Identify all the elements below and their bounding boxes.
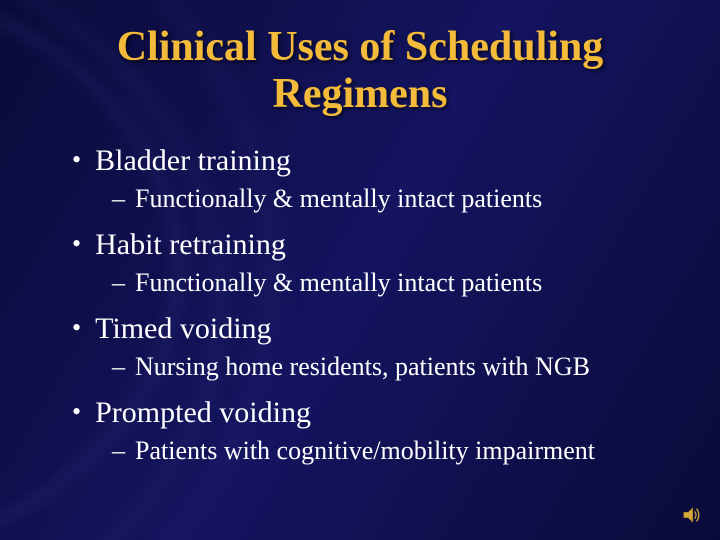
- bullet-level2: – Functionally & mentally intact patient…: [112, 268, 670, 298]
- bullet-level1: • Bladder training: [72, 144, 670, 178]
- bullet-level1: • Habit retraining: [72, 228, 670, 262]
- slide-container: Clinical Uses of Scheduling Regimens • B…: [0, 0, 720, 540]
- bullet-marker: •: [72, 231, 81, 257]
- bullet-level1: • Prompted voiding: [72, 396, 670, 430]
- bullet-label: Prompted voiding: [95, 396, 311, 430]
- slide-title: Clinical Uses of Scheduling Regimens: [50, 24, 670, 118]
- bullet-marker: •: [72, 147, 81, 173]
- title-line-1: Clinical Uses of Scheduling: [117, 24, 604, 70]
- bullet-level2: – Nursing home residents, patients with …: [112, 352, 670, 382]
- bullet-label: Timed voiding: [95, 312, 271, 346]
- bullet-level2: – Functionally & mentally intact patient…: [112, 184, 670, 214]
- bullet-marker: •: [72, 315, 81, 341]
- bullet-sublabel: Nursing home residents, patients with NG…: [135, 352, 590, 382]
- bullet-label: Habit retraining: [95, 228, 286, 262]
- bullet-marker: •: [72, 399, 81, 425]
- dash-marker: –: [112, 268, 125, 298]
- dash-marker: –: [112, 184, 125, 214]
- speaker-icon: [680, 504, 702, 526]
- title-line-2: Regimens: [273, 71, 448, 117]
- bullet-sublabel: Patients with cognitive/mobility impairm…: [135, 436, 595, 466]
- bullet-level1: • Timed voiding: [72, 312, 670, 346]
- dash-marker: –: [112, 352, 125, 382]
- bullet-label: Bladder training: [95, 144, 291, 178]
- bullet-sublabel: Functionally & mentally intact patients: [135, 184, 542, 214]
- bullet-level2: – Patients with cognitive/mobility impai…: [112, 436, 670, 466]
- dash-marker: –: [112, 436, 125, 466]
- bullet-sublabel: Functionally & mentally intact patients: [135, 268, 542, 298]
- slide-body: • Bladder training – Functionally & ment…: [50, 144, 670, 466]
